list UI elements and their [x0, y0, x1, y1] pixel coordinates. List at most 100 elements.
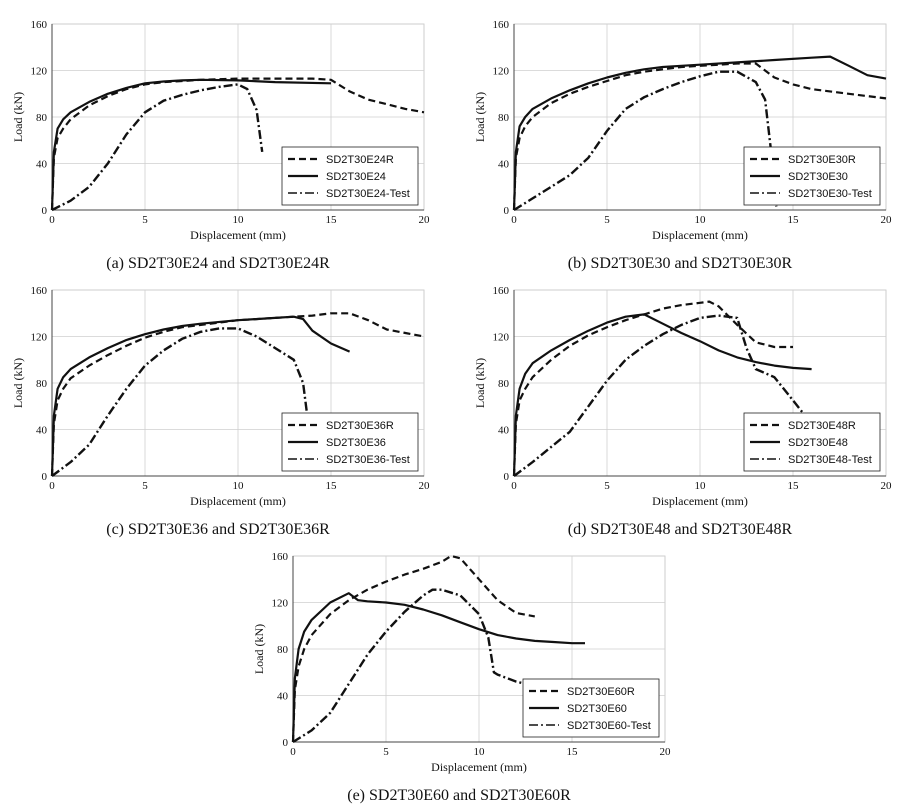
y-axis-label: Load (kN): [473, 358, 487, 408]
legend: SD2T30E24R SD2T30E24 SD2T30E24-Test: [281, 146, 419, 206]
y-tick-label: 40: [277, 691, 289, 703]
y-tick-label: 160: [493, 19, 510, 31]
y-tick-label: 120: [31, 332, 48, 344]
series-line-SD2T30E60-Test: [292, 588, 526, 744]
y-tick-label: 0: [504, 205, 510, 217]
x-axis-label: Displacement (mm): [190, 228, 286, 242]
y-tick-label: 0: [504, 471, 510, 483]
x-tick-label: 10: [233, 214, 245, 226]
x-tick-label: 5: [142, 480, 148, 492]
x-tick-label: 15: [567, 746, 579, 758]
x-tick-label: 20: [881, 214, 893, 226]
x-axis-label: Displacement (mm): [652, 494, 748, 508]
y-axis-label: Load (kN): [11, 358, 25, 408]
legend-label: SD2T30E24: [326, 171, 386, 183]
x-tick-label: 20: [881, 480, 893, 492]
y-tick-label: 80: [498, 112, 510, 124]
legend-label: SD2T30E60R: [567, 686, 635, 698]
legend: SD2T30E36R SD2T30E36 SD2T30E36-Test: [281, 412, 419, 472]
series-line-SD2T30E60: [291, 592, 585, 743]
x-tick-label: 10: [695, 214, 707, 226]
chart-panel-d: 0 5 10 15 20 0 40 80 120 160 Displacement (mm) Load…: [473, 285, 893, 538]
x-tick-label: 20: [419, 480, 431, 492]
x-tick-label: 5: [604, 480, 610, 492]
x-tick-label: 10: [695, 480, 707, 492]
y-tick-label: 160: [493, 285, 510, 297]
series-line-SD2T30E48-Test: [513, 314, 804, 477]
y-tick-label: 40: [36, 425, 48, 437]
y-axis-label: Load (kN): [11, 92, 25, 142]
x-tick-label: 0: [290, 746, 296, 758]
x-tick-label: 10: [474, 746, 486, 758]
chart-panel-a: 0 5 10 15 20 0 40 80 120 160 Displacement (mm) Load…: [11, 19, 431, 272]
series-line-SD2T30E36R: [50, 312, 425, 477]
x-tick-label: 5: [142, 214, 148, 226]
x-tick-label: 15: [788, 214, 800, 226]
series-line-SD2T30E36: [50, 315, 351, 477]
x-tick-label: 0: [49, 480, 55, 492]
y-tick-label: 0: [283, 737, 289, 749]
legend: SD2T30E30R SD2T30E30 SD2T30E30-Test: [743, 146, 881, 206]
legend-label: SD2T30E48-Test: [788, 454, 872, 466]
y-tick-label: 80: [277, 644, 289, 656]
x-tick-label: 20: [419, 214, 431, 226]
chart-panel-c: 0 5 10 15 20 0 40 80 120 160 Displacement (mm) Load…: [11, 285, 431, 538]
figure-caption: (c) SD2T30E36 and SD2T30E36R: [106, 521, 330, 538]
legend-label: SD2T30E30R: [788, 154, 856, 166]
y-axis-label: Load (kN): [252, 624, 266, 674]
x-tick-label: 0: [511, 480, 517, 492]
y-tick-label: 0: [42, 205, 48, 217]
y-tick-label: 0: [42, 471, 48, 483]
legend-label: SD2T30E48R: [788, 420, 856, 432]
legend-label: SD2T30E48: [788, 437, 848, 449]
legend-label: SD2T30E60-Test: [567, 720, 651, 732]
legend-label: SD2T30E30-Test: [788, 188, 872, 200]
chart-panel-e: 0 5 10 15 20 0 40 80 120 160 Displacement (mm) Load…: [252, 551, 672, 804]
figure-caption: (b) SD2T30E30 and SD2T30E30R: [568, 255, 793, 272]
legend-label: SD2T30E24R: [326, 154, 394, 166]
y-tick-label: 160: [31, 19, 48, 31]
figure-caption: (e) SD2T30E60 and SD2T30E60R: [347, 787, 571, 804]
y-tick-label: 160: [272, 551, 289, 563]
series-line-SD2T30E48R: [512, 300, 793, 477]
series-line-SD2T30E24-Test: [51, 83, 264, 212]
figure-caption: (a) SD2T30E24 and SD2T30E24R: [106, 255, 330, 272]
legend-label: SD2T30E60: [567, 703, 627, 715]
x-axis-label: Displacement (mm): [652, 228, 748, 242]
y-axis-label: Load (kN): [473, 92, 487, 142]
series-line-SD2T30E60R: [291, 554, 535, 743]
x-tick-label: 15: [788, 480, 800, 492]
series-line-SD2T30E30-Test: [513, 70, 778, 212]
legend-label: SD2T30E24-Test: [326, 188, 410, 200]
series-line-SD2T30E24: [50, 78, 332, 211]
series-line-SD2T30E36-Test: [51, 327, 308, 477]
legend: SD2T30E60R SD2T30E60 SD2T30E60-Test: [522, 678, 660, 738]
legend-label: SD2T30E36: [326, 437, 386, 449]
legend-label: SD2T30E36R: [326, 420, 394, 432]
y-tick-label: 120: [493, 332, 510, 344]
y-tick-label: 80: [36, 378, 48, 390]
x-axis-label: Displacement (mm): [431, 760, 527, 774]
series-line-SD2T30E30R: [512, 62, 887, 211]
legend: SD2T30E48R SD2T30E48 SD2T30E48-Test: [743, 412, 881, 472]
x-axis-label: Displacement (mm): [190, 494, 286, 508]
chart-panel-b: 0 5 10 15 20 0 40 80 120 160 Displacement (mm) Load…: [473, 19, 893, 272]
x-tick-label: 15: [326, 214, 338, 226]
y-tick-label: 120: [493, 66, 510, 78]
figure-caption: (d) SD2T30E48 and SD2T30E48R: [568, 521, 793, 538]
y-tick-label: 120: [272, 598, 289, 610]
x-tick-label: 20: [660, 746, 672, 758]
x-tick-label: 10: [233, 480, 245, 492]
x-tick-label: 5: [383, 746, 389, 758]
series-line-SD2T30E30: [512, 55, 887, 211]
y-tick-label: 40: [36, 159, 48, 171]
x-tick-label: 0: [511, 214, 517, 226]
y-tick-label: 80: [498, 378, 510, 390]
y-tick-label: 120: [31, 66, 48, 78]
y-tick-label: 40: [498, 159, 510, 171]
y-tick-label: 40: [498, 425, 510, 437]
legend-label: SD2T30E30: [788, 171, 848, 183]
x-tick-label: 0: [49, 214, 55, 226]
x-tick-label: 5: [604, 214, 610, 226]
y-tick-label: 160: [31, 285, 48, 297]
